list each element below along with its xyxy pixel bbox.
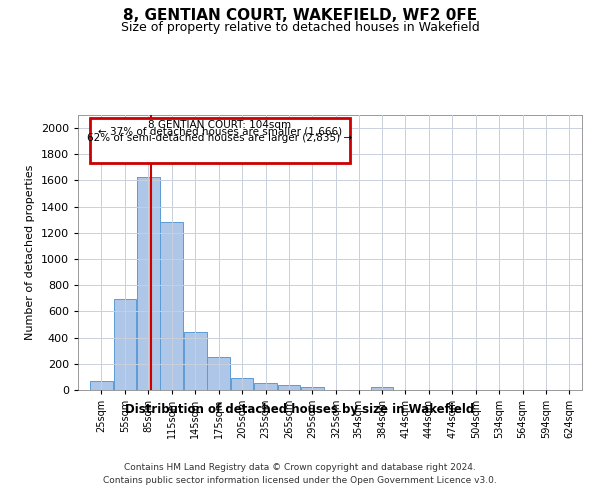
Text: Contains HM Land Registry data © Crown copyright and database right 2024.: Contains HM Land Registry data © Crown c… [124,462,476,471]
Bar [301,386,324,390]
Bar [113,299,136,390]
Bar [278,386,301,390]
Bar [160,222,183,390]
Text: 8 GENTIAN COURT: 104sqm: 8 GENTIAN COURT: 104sqm [148,120,292,130]
Bar [137,176,160,390]
Bar [208,356,230,390]
Bar [184,332,206,390]
Text: ← 37% of detached houses are smaller (1,666): ← 37% of detached houses are smaller (1,… [98,127,342,137]
Y-axis label: Number of detached properties: Number of detached properties [25,165,35,340]
FancyBboxPatch shape [90,118,350,164]
Text: 62% of semi-detached houses are larger (2,835) →: 62% of semi-detached houses are larger (… [87,134,352,143]
Bar [90,382,113,390]
Text: Distribution of detached houses by size in Wakefield: Distribution of detached houses by size … [125,402,475,415]
Text: Contains public sector information licensed under the Open Government Licence v3: Contains public sector information licen… [103,476,497,485]
Bar [371,388,393,390]
Text: Size of property relative to detached houses in Wakefield: Size of property relative to detached ho… [121,21,479,34]
Text: 8, GENTIAN COURT, WAKEFIELD, WF2 0FE: 8, GENTIAN COURT, WAKEFIELD, WF2 0FE [123,8,477,22]
Bar [254,383,277,390]
Bar [231,378,253,390]
